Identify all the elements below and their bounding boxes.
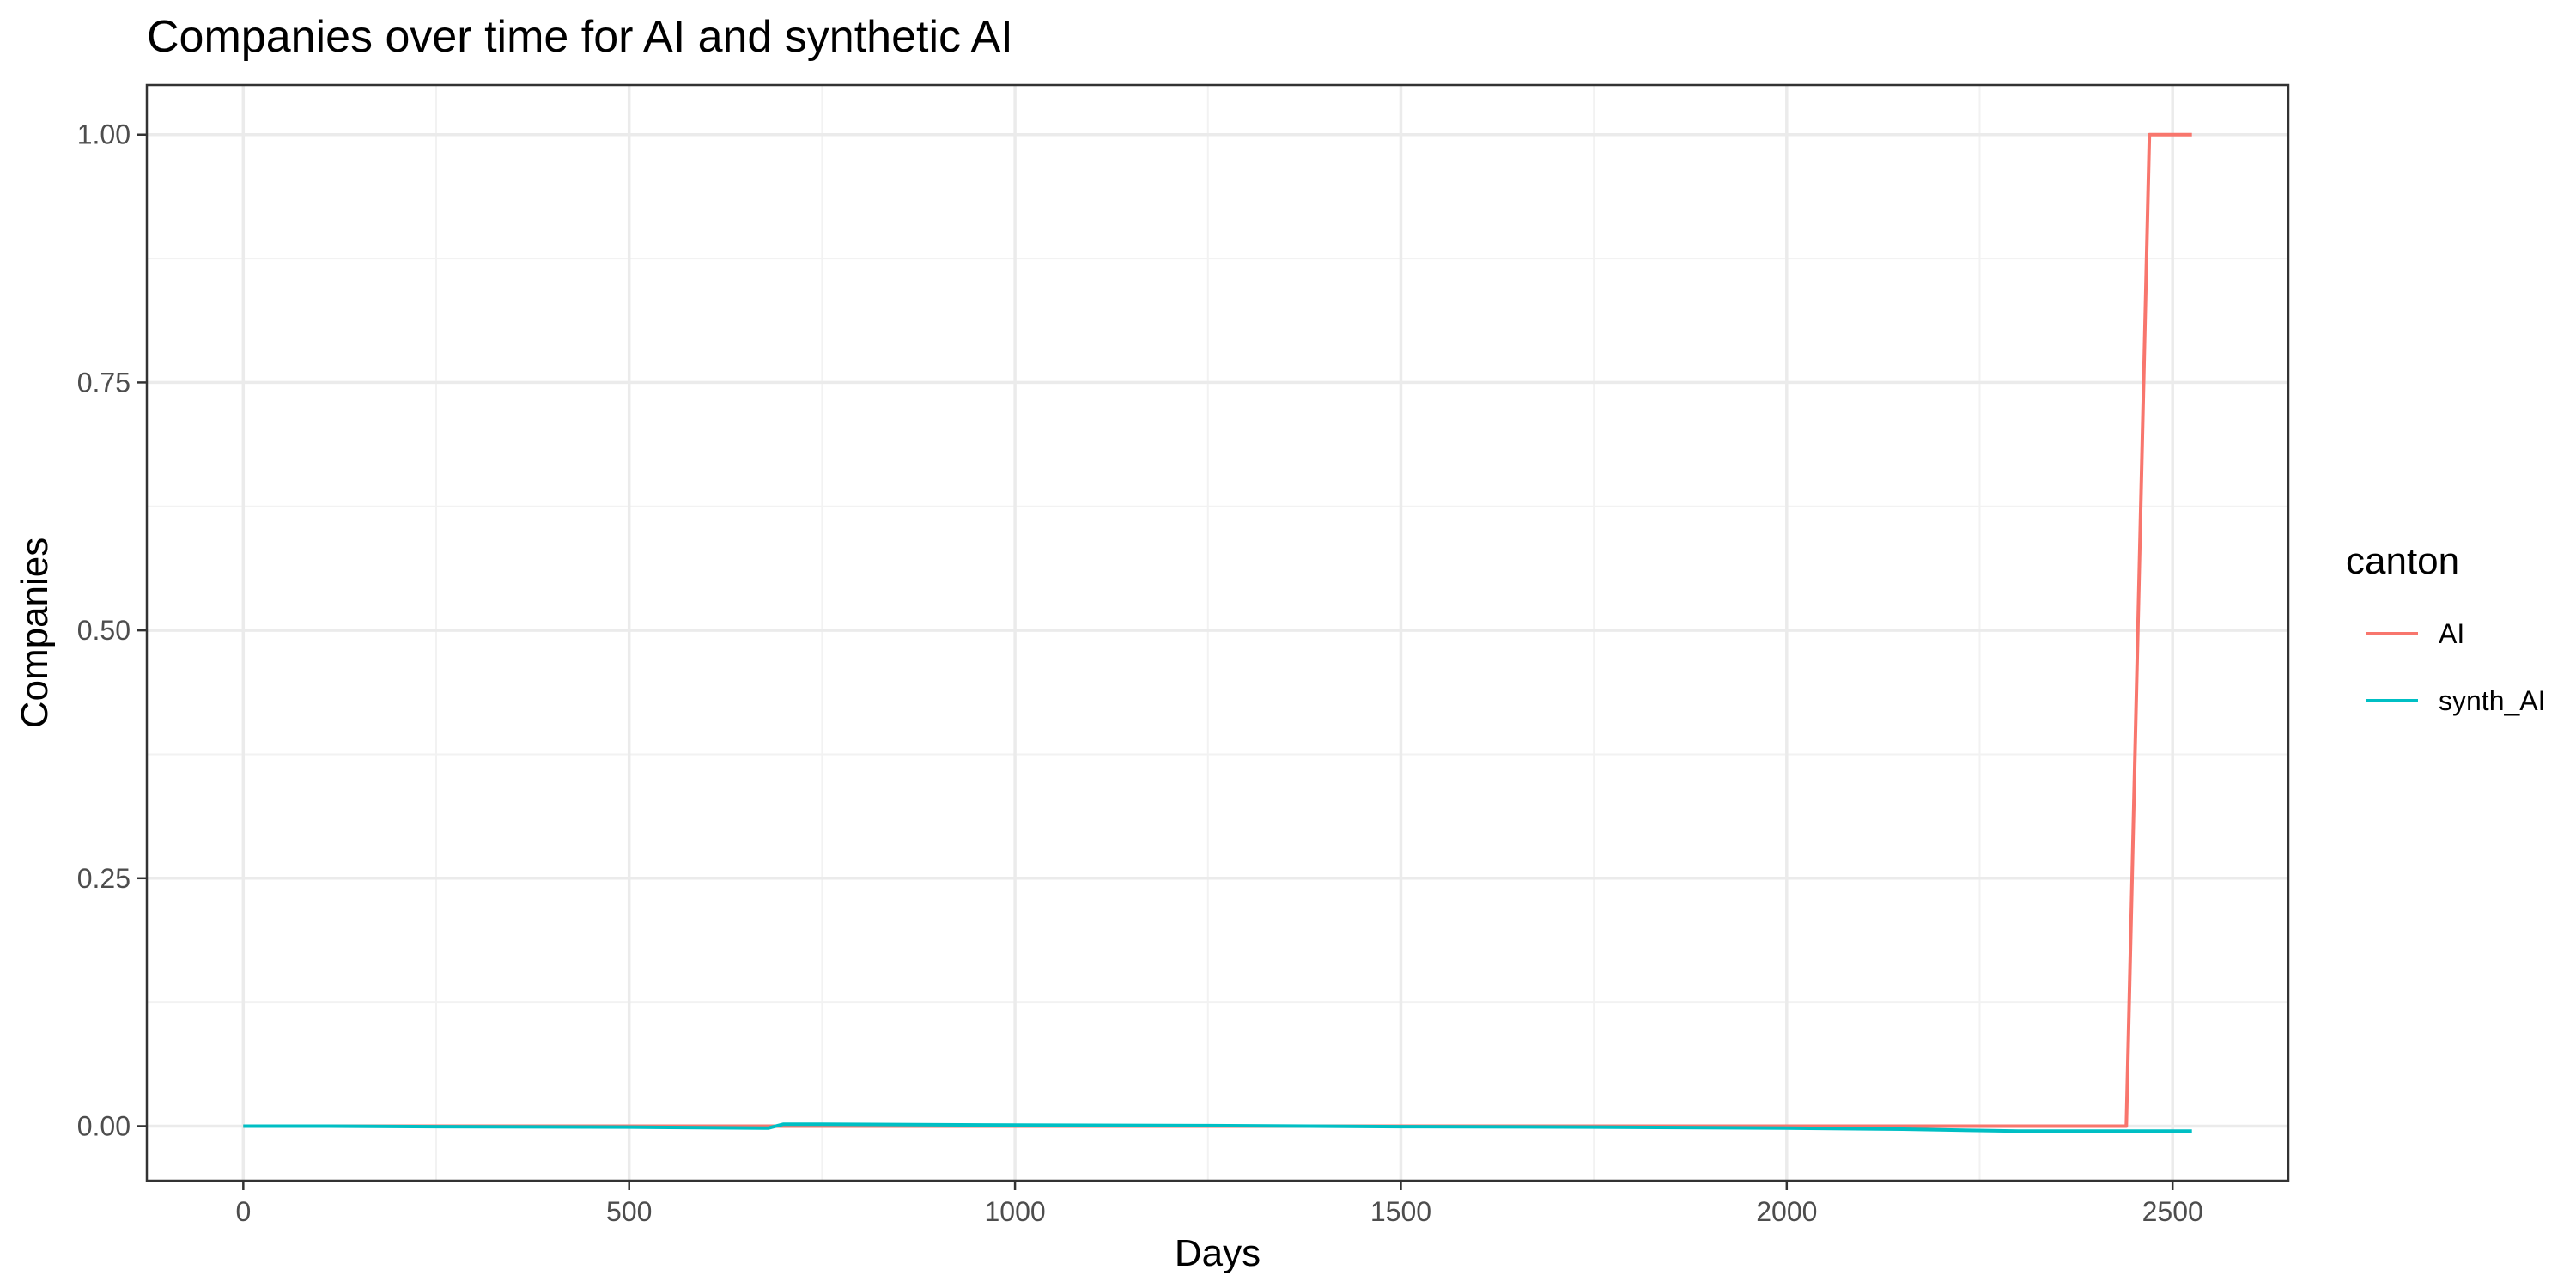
x-tick-label: 2000 <box>1756 1196 1817 1227</box>
y-tick-label: 0.75 <box>77 367 131 398</box>
y-tick-label: 0.50 <box>77 615 131 646</box>
y-tick-label: 0.25 <box>77 863 131 894</box>
x-tick-label: 2500 <box>2142 1196 2203 1227</box>
legend-label-synth-ai: synth_AI <box>2439 685 2546 716</box>
x-tick-label: 1500 <box>1370 1196 1431 1227</box>
minor-gridlines <box>147 85 2288 1181</box>
x-tick-label: 0 <box>235 1196 251 1227</box>
legend-title: canton <box>2346 540 2459 582</box>
series-line-synth-ai <box>243 1122 2192 1133</box>
x-axis: 0 500 1000 1500 2000 2500 <box>235 1181 2203 1227</box>
y-axis: 0.00 0.25 0.50 0.75 1.00 <box>77 119 147 1141</box>
panel-background <box>147 85 2288 1181</box>
legend-label-ai: AI <box>2439 618 2464 649</box>
x-tick-label: 1000 <box>984 1196 1045 1227</box>
panel-border <box>145 83 2290 1182</box>
series-layer <box>243 132 2192 1133</box>
y-tick-label: 0.00 <box>77 1110 131 1141</box>
x-tick-label: 500 <box>606 1196 652 1227</box>
y-tick-label: 1.00 <box>77 119 131 150</box>
plot-panel <box>145 83 2290 1182</box>
legend: canton AI synth_AI <box>2346 540 2546 716</box>
x-axis-title: Days <box>1175 1232 1261 1274</box>
chart-title: Companies over time for AI and synthetic… <box>147 12 1013 62</box>
legend-items: AI synth_AI <box>2366 618 2546 716</box>
y-axis-title: Companies <box>14 538 56 729</box>
